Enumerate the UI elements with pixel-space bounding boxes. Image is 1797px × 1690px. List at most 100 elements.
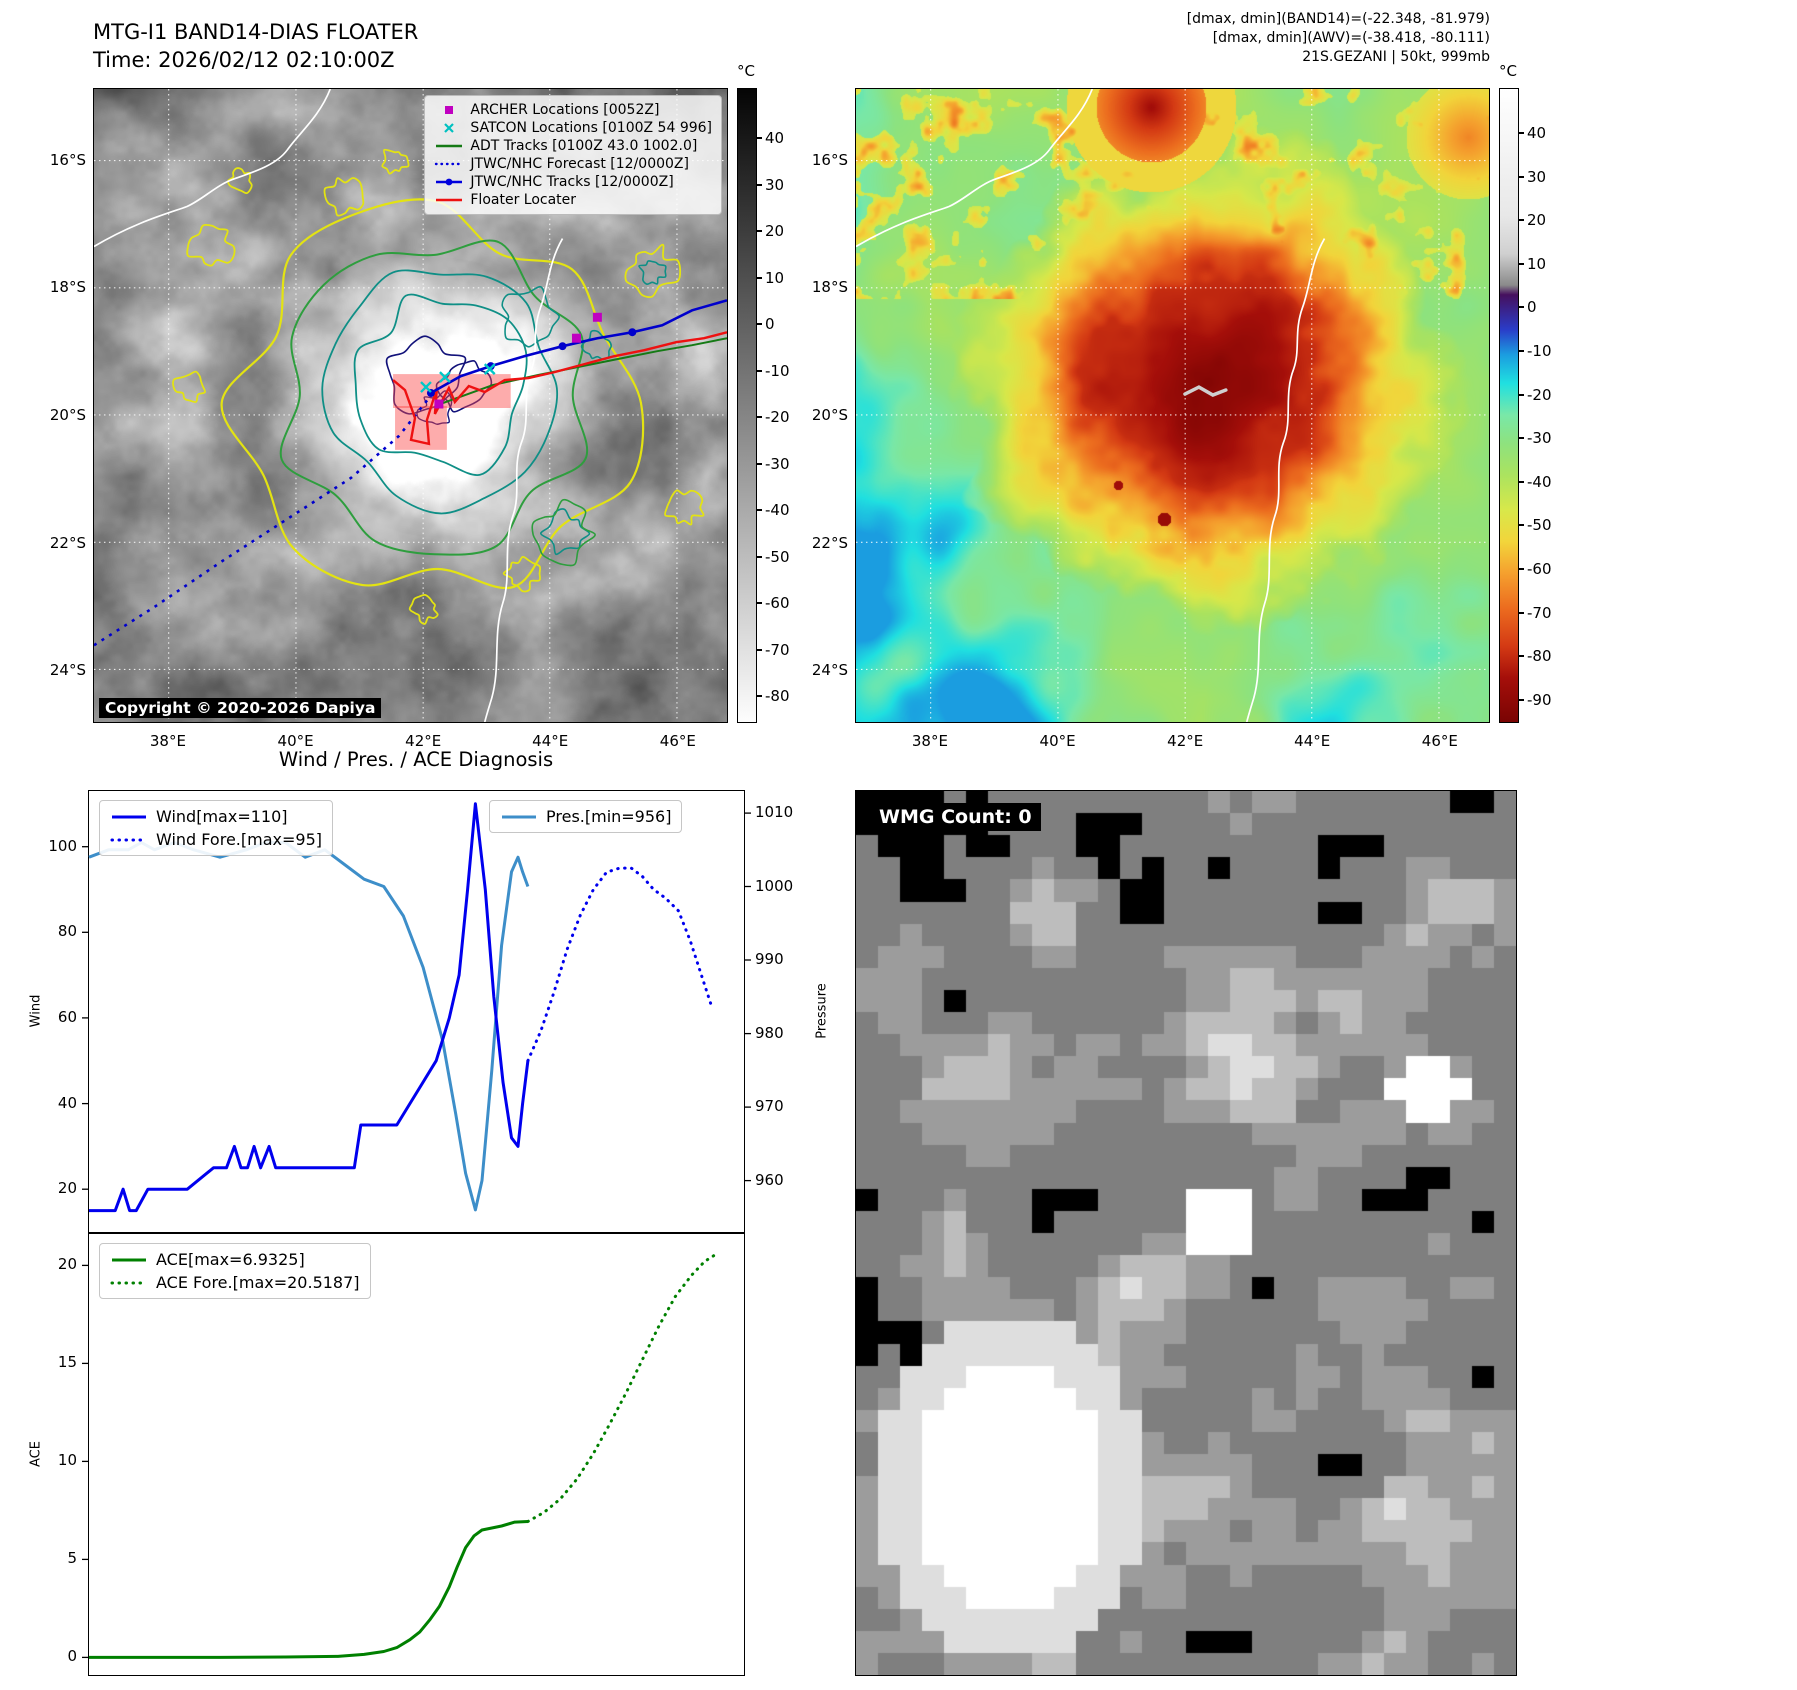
colorbar-tick-mark (757, 369, 762, 372)
line-marker-icon (436, 198, 463, 202)
colorbar-tick-mark (757, 230, 762, 232)
colorbar-tick-mark (757, 648, 762, 651)
band14-lat-tick-label: 20°S (49, 406, 86, 425)
map-legend-item: SATCON Locations [0100Z 54 996] (434, 120, 712, 136)
map-legend-label: ADT Tracks [0100Z 43.0 1002.0] (470, 138, 698, 154)
awv-lat-tick-label: 18°S (811, 278, 848, 297)
band14-colorbar-tick-label: -40 (765, 501, 790, 519)
map-legend-label: SATCON Locations [0100Z 54 996] (470, 120, 712, 136)
awv-lat-tick-label: 16°S (811, 150, 848, 169)
colorbar-tick-mark (757, 509, 762, 511)
awv-lon-tick-label: 38°E (911, 732, 948, 750)
ace-legend: ACE[max=6.9325] ACE Fore.[max=20.5187] (99, 1243, 371, 1299)
colorbar-tick-mark (1519, 262, 1524, 265)
line-marker-icon (436, 144, 463, 148)
awv-map-overlay (856, 89, 1489, 722)
chart-legend-label: ACE[max=6.9325] (156, 1250, 305, 1269)
band14-satellite-map: ARCHER Locations [0052Z] SATCON Locations… (93, 88, 728, 723)
colorbar-tick-mark (1519, 350, 1524, 352)
chart-legend-label: Wind[max=110] (156, 807, 288, 826)
colorbar-tick-mark (757, 555, 762, 558)
pressure-tick-label: 980 (755, 1023, 784, 1042)
colorbar-tick-mark (1519, 655, 1524, 658)
awv-colorbar-tick-label: -30 (1527, 429, 1552, 448)
legend-line-icon (110, 838, 148, 841)
colorbar-tick-mark (1519, 480, 1524, 483)
band14-colorbar-tick-label: -50 (765, 547, 790, 566)
wind-legend: Wind[max=110] Wind Fore.[max=95] (99, 800, 333, 856)
band14-colorbar-tick-label: -30 (765, 454, 790, 473)
colorbar-tick-mark (1519, 524, 1524, 527)
y-axis-tick-label: 60 (57, 1007, 77, 1026)
band14-lon-tick-label: 44°E (532, 732, 569, 750)
colorbar-tick-mark (757, 183, 762, 186)
dminmax-band14: [dmax, dmin](BAND14)=(-22.348, -81.979) (1186, 11, 1490, 27)
legend-line-icon (112, 815, 146, 818)
chart-legend-label: ACE Fore.[max=20.5187] (156, 1273, 360, 1292)
chart-legend-item: Wind[max=110] (110, 807, 322, 826)
band14-colorbar-tick-label: 40 (765, 129, 785, 147)
awv-colorbar-tick-label: -70 (1527, 603, 1552, 622)
colorbar-tick-mark (757, 416, 762, 418)
band14-lon-tick-label: 42°E (405, 732, 442, 750)
band14-colorbar-tick-label: -80 (765, 687, 790, 705)
y-axis-tick-label: 20 (57, 1255, 77, 1274)
awv-colorbar-tick-label: -90 (1527, 690, 1552, 709)
wind-pressure-chart: Wind[max=110] Wind Fore.[max=95] Pres.[mi… (82, 790, 751, 1233)
y-axis-tick-label: 5 (67, 1549, 77, 1568)
band14-colorbar-tick-label: -20 (765, 408, 790, 426)
band14-lon-tick-label: 40°E (277, 732, 314, 750)
wind-axis-label: Wind (28, 994, 44, 1028)
stats-header: [dmax, dmin](BAND14)=(-22.348, -81.979) … (1187, 10, 1490, 67)
wmg-count-badge: WMG Count: 0 (870, 803, 1041, 831)
colorbar-tick-mark (1519, 306, 1524, 309)
wind-pressure-plot (82, 802, 751, 1213)
band14-lat-tick-label: 16°S (49, 150, 86, 169)
map-legend-item: Floater Locater (434, 192, 712, 208)
chart-legend-label: Wind Fore.[max=95] (156, 830, 322, 849)
map-legend-label: ARCHER Locations [0052Z] (470, 102, 660, 118)
band14-title: MTG-I1 BAND14-DIAS FLOATER (93, 20, 419, 44)
colorbar-tick-mark (1519, 611, 1524, 614)
pressure-tick-label: 960 (755, 1170, 784, 1189)
band14-colorbar (737, 88, 757, 723)
legend-line-icon (502, 815, 536, 818)
pressure-tick-label: 1010 (755, 803, 794, 822)
y-axis-tick-label: 100 (48, 836, 77, 855)
band14-colorbar-tick-label: -70 (765, 640, 790, 659)
y-axis-tick-label: 20 (57, 1179, 77, 1198)
awv-lat-tick-label: 22°S (811, 533, 848, 552)
ace-axis-label: ACE (28, 1441, 44, 1467)
colorbar-unit-label: °C (737, 62, 755, 80)
band14-map-overlay (94, 89, 727, 722)
diagnosis-title: Wind / Pres. / ACE Diagnosis (278, 748, 554, 771)
awv-colorbar-tick-label: 0 (1527, 298, 1537, 317)
awv-colorbar-tick-label: -40 (1527, 472, 1552, 491)
colorbar-tick-mark (1519, 393, 1524, 396)
awv-colorbar-tick-label: -50 (1527, 516, 1552, 535)
x-marker-icon (444, 123, 455, 133)
band14-colorbar-tick-label: 20 (765, 222, 785, 240)
y-axis-tick-label: 80 (57, 922, 77, 941)
map-legend-label: JTWC/NHC Forecast [12/0000Z] (470, 156, 689, 172)
wmg-panel: WMG Count: 0 (855, 790, 1517, 1676)
band14-colorbar-tick-label: 10 (765, 268, 785, 287)
copyright-text: Copyright © 2020-2026 Dapiya (99, 698, 382, 718)
line-dot-marker-icon (436, 178, 463, 186)
band14-lat-tick-label: 18°S (49, 278, 86, 297)
awv-lon-tick-label: 46°E (1421, 732, 1458, 750)
colorbar-tick-mark (1519, 219, 1524, 222)
chart-legend-item: Wind Fore.[max=95] (110, 830, 322, 849)
y-axis-tick-label: 0 (67, 1647, 77, 1666)
y-axis-tick-label: 15 (57, 1353, 77, 1372)
ace-chart: ACE[max=6.9325] ACE Fore.[max=20.5187] (82, 1233, 745, 1676)
chart-legend-item: ACE Fore.[max=20.5187] (110, 1273, 360, 1292)
colorbar-tick-mark (1519, 437, 1524, 440)
awv-lon-tick-label: 40°E (1039, 732, 1076, 750)
awv-colorbar-tick-label: 40 (1527, 124, 1547, 142)
awv-colorbar-tick-label: -10 (1527, 342, 1552, 360)
map-legend: ARCHER Locations [0052Z] SATCON Locations… (424, 95, 722, 215)
awv-colorbar (1499, 88, 1519, 723)
colorbar-tick-mark (757, 137, 762, 139)
awv-colorbar-tick-label: 10 (1527, 254, 1547, 273)
